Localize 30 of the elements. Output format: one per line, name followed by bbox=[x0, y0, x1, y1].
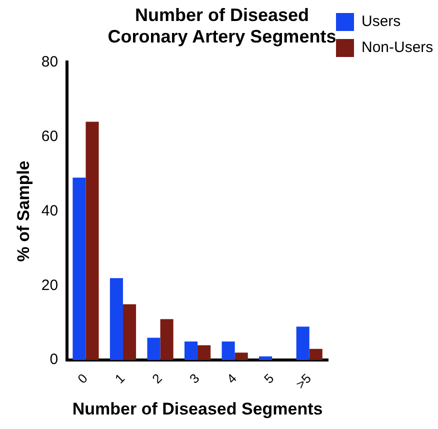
legend-label: Users bbox=[362, 13, 401, 30]
y-tick-label: 20 bbox=[41, 276, 58, 294]
bar bbox=[222, 341, 235, 360]
y-axis-title: % of Sample bbox=[14, 160, 33, 262]
bar bbox=[309, 348, 322, 360]
bar bbox=[259, 356, 272, 360]
bar bbox=[234, 352, 248, 360]
y-tick-label: 40 bbox=[41, 202, 58, 220]
bar bbox=[147, 338, 160, 360]
bar bbox=[160, 319, 174, 360]
bar bbox=[184, 341, 198, 360]
x-tick-label: 2 bbox=[149, 370, 165, 386]
y-tick-label: 60 bbox=[41, 128, 58, 145]
chart-title: Number of Diseased Coronary Artery Segments bbox=[108, 4, 336, 46]
x-tick-label: 3 bbox=[186, 370, 202, 386]
bar bbox=[86, 122, 99, 360]
y-tick-label: 80 bbox=[41, 53, 58, 70]
bar bbox=[72, 178, 86, 360]
x-tick-label: 0 bbox=[74, 370, 90, 386]
bar bbox=[296, 326, 310, 360]
legend-label: Non-Users bbox=[362, 39, 434, 56]
x-tick-label: 1 bbox=[112, 370, 128, 386]
x-tick-label: >5 bbox=[292, 370, 314, 392]
x-tick-label: 4 bbox=[224, 370, 240, 386]
bar bbox=[198, 345, 211, 360]
bar bbox=[110, 278, 123, 360]
x-tick-label: 5 bbox=[261, 370, 277, 386]
x-axis-title: Number of Diseased Segments bbox=[72, 399, 323, 418]
y-tick-label: 0 bbox=[50, 351, 58, 368]
bar bbox=[122, 304, 136, 360]
